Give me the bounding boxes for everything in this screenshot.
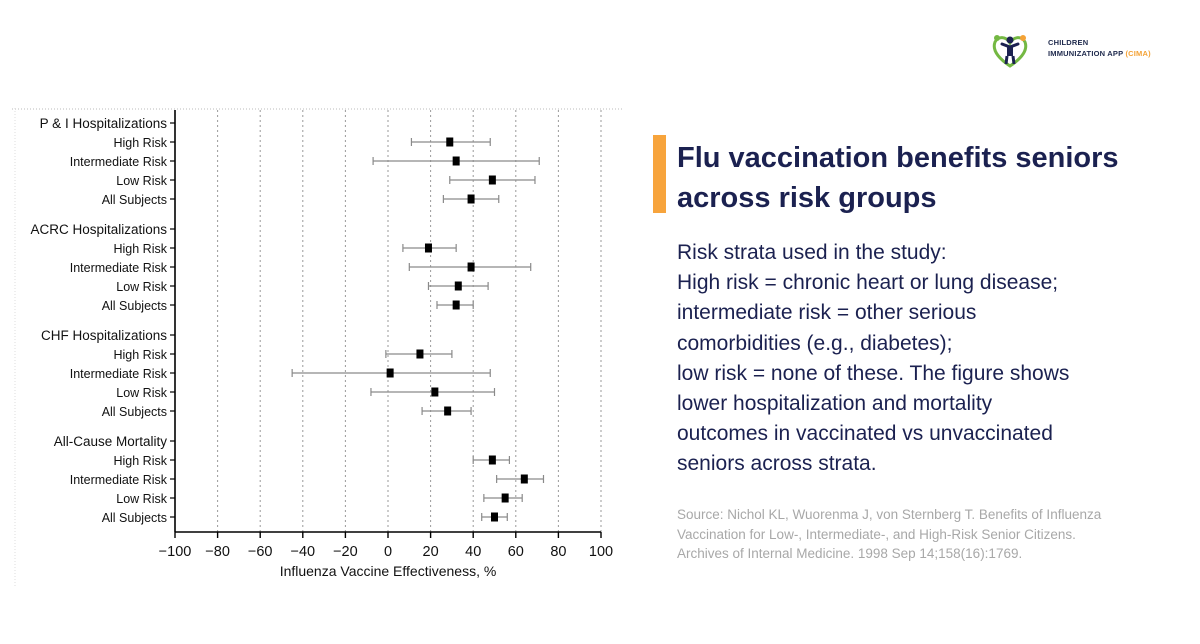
point-estimate	[467, 194, 475, 204]
point-estimate	[446, 137, 454, 147]
body-line: High risk = chronic heart or lung diseas…	[677, 271, 1059, 295]
brand-name-line2: IMMUNIZATION APP (CIMA)	[1048, 48, 1151, 59]
body-line: low risk = none of these. The figure sho…	[677, 361, 1070, 385]
headline-accent-bar	[653, 135, 666, 213]
brand-name-accent: (CIMA)	[1125, 49, 1151, 58]
brand-name-main: IMMUNIZATION APP	[1048, 49, 1124, 58]
row-label: Intermediate Risk	[70, 155, 168, 169]
point-estimate	[454, 281, 462, 291]
point-estimate	[416, 349, 424, 359]
x-tick-label: −20	[333, 544, 358, 560]
group-title: ACRC Hospitalizations	[30, 222, 167, 237]
x-tick-label: 80	[550, 544, 566, 560]
headline: Flu vaccination benefits seniors across …	[677, 142, 1119, 214]
point-estimate	[488, 175, 496, 185]
point-estimate	[452, 300, 460, 310]
brand-name-line1: CHILDREN	[1048, 38, 1089, 47]
point-estimate	[386, 368, 394, 378]
row-label: All Subjects	[102, 299, 167, 313]
x-tick-label: −60	[248, 544, 273, 560]
brand-logo: CHILDREN IMMUNIZATION APP (CIMA)	[990, 30, 1190, 70]
x-tick-label: 40	[465, 544, 481, 560]
group-title: P & I Hospitalizations	[40, 116, 168, 131]
row-label: All Subjects	[102, 405, 167, 419]
source-citation: Source: Nichol KL, Wuorenma J, von Stern…	[677, 507, 1102, 561]
row-label: Low Risk	[116, 386, 167, 400]
x-tick-label: −100	[159, 544, 192, 560]
point-estimate	[488, 455, 496, 465]
row-label: Low Risk	[116, 492, 167, 506]
group-title: All-Cause Mortality	[54, 434, 168, 449]
row-label: Low Risk	[116, 174, 167, 188]
row-label: Intermediate Risk	[70, 261, 168, 275]
row-label: Intermediate Risk	[70, 367, 168, 381]
body-line: intermediate risk = other serious	[677, 301, 977, 325]
point-estimate	[491, 512, 498, 522]
row-label: All Subjects	[102, 511, 167, 525]
x-tick-label: 100	[589, 544, 613, 560]
x-tick-label: 60	[508, 544, 524, 560]
x-axis-title: Influenza Vaccine Effectiveness, %	[280, 563, 497, 579]
forest-plot-svg: −100 −80 −60 −40 −20 0 20 40 60 80 100 Influenza Va…	[12, 108, 624, 586]
forest-plot: −100 −80 −60 −40 −20 0 20 40 60 80 100 Influenza Va…	[12, 108, 624, 586]
x-tick-label: −40	[290, 544, 315, 560]
point-estimate	[520, 474, 528, 484]
body-line: outcomes in vaccinated vs unvaccinated	[677, 422, 1053, 446]
point-estimate	[452, 156, 460, 166]
point-estimate	[431, 387, 439, 397]
row-label: Intermediate Risk	[70, 473, 168, 487]
row-label: Low Risk	[116, 280, 167, 294]
row-label: High Risk	[114, 136, 168, 150]
body-text: Risk strata used in the study: High risk…	[677, 238, 1182, 480]
row-label: High Risk	[114, 454, 168, 468]
point-estimate	[501, 493, 509, 503]
point-estimate	[467, 262, 475, 272]
body-line: Risk strata used in the study:	[677, 241, 947, 264]
point-estimate	[444, 406, 452, 416]
x-tick-label: 0	[384, 544, 392, 560]
brand-name: CHILDREN IMMUNIZATION APP (CIMA)	[1048, 37, 1151, 59]
point-estimate	[424, 243, 432, 253]
x-tick-label: 20	[423, 544, 439, 560]
row-label: All Subjects	[102, 193, 167, 207]
body-line: lower hospitalization and mortality	[677, 392, 993, 416]
cima-logo-icon	[992, 35, 1028, 68]
group-title: CHF Hospitalizations	[41, 328, 167, 343]
row-label: High Risk	[114, 242, 168, 256]
body-line: seniors across strata.	[677, 452, 877, 476]
body-line: comorbidities (e.g., diabetes);	[677, 331, 953, 355]
row-label: High Risk	[114, 348, 168, 362]
x-tick-label: −80	[205, 544, 230, 560]
